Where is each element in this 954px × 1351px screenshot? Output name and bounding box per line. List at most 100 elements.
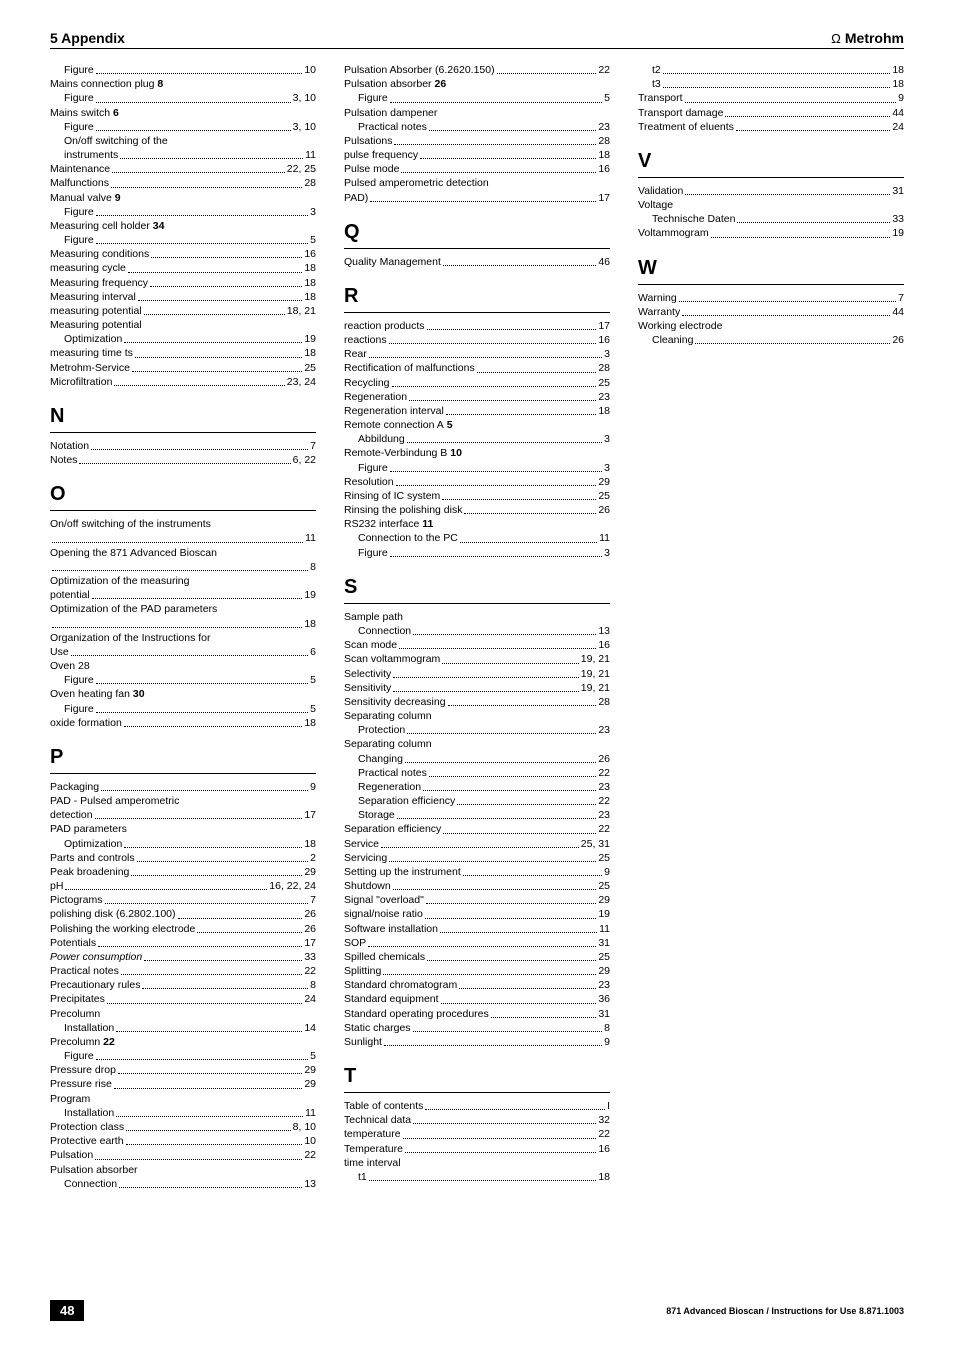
index-entry: Organization of the Instructions for: [50, 631, 316, 645]
entry-label: Metrohm-Service: [50, 361, 130, 375]
leader-dots: [96, 673, 308, 684]
entry-page: 17: [598, 319, 610, 333]
entry-page: 7: [898, 291, 904, 305]
entry-page: 16: [598, 162, 610, 176]
section-letter: Q: [344, 219, 610, 246]
index-entry: Opening the 871 Advanced Bioscan: [50, 546, 316, 560]
index-entry: Working electrode: [638, 319, 904, 333]
leader-dots: [393, 879, 597, 890]
entry-label: Practical notes: [358, 120, 427, 134]
index-entry: oxide formation18: [50, 716, 316, 730]
leader-dots: [52, 531, 303, 542]
section-letter: W: [638, 255, 904, 282]
index-entry: measuring potential18, 21: [50, 304, 316, 318]
entry-label: Regeneration: [358, 780, 421, 794]
entry-page: 28: [598, 695, 610, 709]
index-entry: Technische Daten33: [638, 212, 904, 226]
index-entry: measuring time ts18: [50, 346, 316, 360]
entry-page: 29: [304, 865, 316, 879]
entry-page: 25: [598, 950, 610, 964]
entry-page: 6: [310, 645, 316, 659]
index-entry: Figure3: [344, 461, 610, 475]
section-rule: [50, 432, 316, 433]
entry-page: 2: [310, 851, 316, 865]
index-entry: Figure3: [50, 205, 316, 219]
entry-label: Figure: [64, 63, 94, 77]
index-entry: Notation7: [50, 439, 316, 453]
leader-dots: [370, 191, 596, 202]
entry-page: 23: [598, 780, 610, 794]
index-entry: Peak broadening29: [50, 865, 316, 879]
index-entry: Manual valve 9: [50, 191, 316, 205]
entry-label: t2: [652, 63, 661, 77]
entry-page: 19, 21: [581, 681, 610, 695]
entry-page: 36: [598, 992, 610, 1006]
entry-page: 16: [598, 333, 610, 347]
leader-dots: [695, 333, 890, 344]
entry-page: 3: [310, 205, 316, 219]
entry-page: 31: [892, 184, 904, 198]
entry-label: Pulsations: [344, 134, 392, 148]
index-entry: Protection class8, 10: [50, 1120, 316, 1134]
index-entry: polishing disk (6.2802.100)26: [50, 907, 316, 921]
entry-label: detection: [50, 808, 93, 822]
index-entry: Figure5: [50, 1049, 316, 1063]
index-entry: Shutdown25: [344, 879, 610, 893]
entry-page: 9: [604, 1035, 610, 1049]
leader-dots: [429, 766, 596, 777]
entry-page: 13: [304, 1177, 316, 1191]
entry-page: 28: [598, 134, 610, 148]
entry-page: 33: [892, 212, 904, 226]
index-entry: Measuring frequency18: [50, 276, 316, 290]
entry-page: 28: [598, 361, 610, 375]
entry-label: measuring time ts: [50, 346, 133, 360]
index-entry: Abbildung3: [344, 432, 610, 446]
entry-label: Measuring conditions: [50, 247, 149, 261]
entry-label: Validation: [638, 184, 683, 198]
leader-dots: [425, 907, 597, 918]
index-entry: Figure5: [344, 91, 610, 105]
entry-label: signal/noise ratio: [344, 907, 423, 921]
entry-label: Servicing: [344, 851, 387, 865]
leader-dots: [105, 893, 309, 904]
entry-label: Figure: [64, 702, 94, 716]
index-entry: Transport9: [638, 91, 904, 105]
leader-dots: [725, 106, 890, 117]
entry-page: 23: [598, 723, 610, 737]
entry-page: 25: [598, 879, 610, 893]
entry-label: Parts and controls: [50, 851, 135, 865]
index-entry: Cleaning26: [638, 333, 904, 347]
entry-page: 19: [304, 332, 316, 346]
entry-label: Pulse mode: [344, 162, 399, 176]
leader-dots: [368, 936, 596, 947]
entry-page: 3: [604, 432, 610, 446]
index-entry: Rinsing the polishing disk26: [344, 503, 610, 517]
entry-label: potential: [50, 588, 90, 602]
entry-label: Temperature: [344, 1142, 403, 1156]
entry-page: 18: [892, 77, 904, 91]
entry-page: 6, 22: [293, 453, 316, 467]
entry-page: 31: [598, 936, 610, 950]
index-entry: Signal "overload"29: [344, 893, 610, 907]
index-entry: PAD)17: [344, 191, 610, 205]
entry-page: 11: [599, 922, 610, 936]
entry-label: Rectification of malfunctions: [344, 361, 475, 375]
index-entry: Use6: [50, 645, 316, 659]
entry-label: Rear: [344, 347, 367, 361]
entry-page: 22: [598, 766, 610, 780]
index-entry: Pulse mode 16: [344, 162, 610, 176]
entry-label: Standard equipment: [344, 992, 439, 1006]
index-entry: Transport damage44: [638, 106, 904, 120]
entry-label: temperature: [344, 1127, 401, 1141]
index-entry: Pressure drop29: [50, 1063, 316, 1077]
index-entry: signal/noise ratio19: [344, 907, 610, 921]
leader-dots: [71, 645, 308, 656]
leader-dots: [65, 879, 267, 890]
entry-page: 29: [304, 1063, 316, 1077]
index-entry: Warranty44: [638, 305, 904, 319]
leader-dots: [124, 837, 302, 848]
index-entry: Changing26: [344, 752, 610, 766]
index-entry: Precipitates24: [50, 992, 316, 1006]
entry-page: 33: [304, 950, 316, 964]
leader-dots: [413, 624, 596, 635]
